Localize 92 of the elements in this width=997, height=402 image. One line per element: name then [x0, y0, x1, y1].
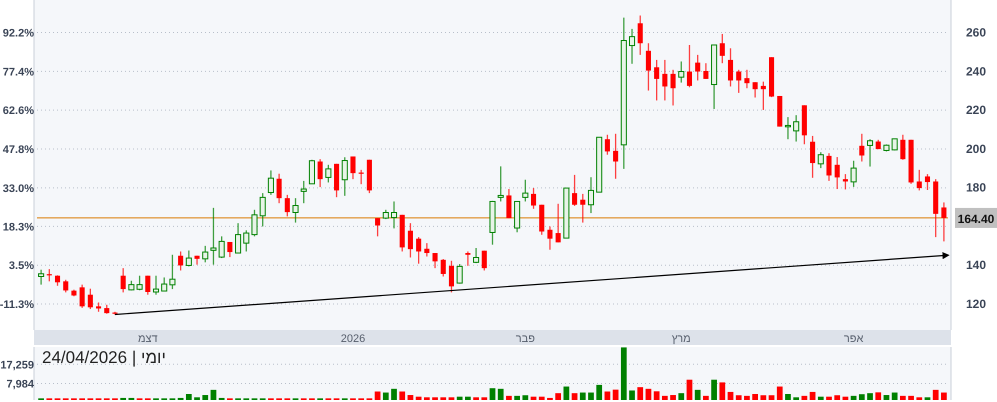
- y2-tick-label: 140: [966, 258, 986, 272]
- y2-tick-label: 200: [966, 142, 986, 156]
- bar: [694, 390, 701, 400]
- bar: [744, 396, 750, 400]
- bar: [842, 396, 848, 400]
- bar: [382, 392, 389, 400]
- bar: [408, 395, 414, 400]
- bar: [596, 384, 602, 400]
- y-tick-label: -11.3%: [0, 299, 34, 312]
- bar: [580, 392, 586, 400]
- bar: [941, 392, 947, 400]
- y-tick-label: 47.8%: [2, 144, 34, 156]
- bar: [728, 392, 734, 400]
- bar: [506, 396, 512, 400]
- bar: [448, 397, 454, 400]
- bar: [924, 397, 930, 400]
- bar: [637, 387, 644, 400]
- bar: [572, 393, 578, 400]
- y2-tick-label: 180: [966, 180, 986, 195]
- bar: [210, 390, 216, 400]
- y-tick-label: 7,984: [6, 378, 35, 390]
- bar: [563, 386, 570, 400]
- bar: [662, 396, 668, 400]
- y-tick-label: 77.4%: [2, 66, 34, 78]
- bar: [391, 388, 397, 400]
- y-tick-label: 92.2%: [2, 28, 34, 40]
- y-tick-label: 3.5%: [8, 260, 34, 272]
- bar: [810, 392, 816, 400]
- y-tick-label: 62.6%: [2, 105, 34, 118]
- bar: [620, 347, 627, 400]
- bar: [432, 397, 438, 400]
- x-tick-label: מרץ: [672, 333, 691, 345]
- bar: [522, 395, 528, 400]
- bar: [465, 396, 471, 400]
- bar: [686, 380, 692, 400]
- bar: [867, 393, 873, 400]
- bar: [785, 394, 791, 400]
- bar: [670, 395, 676, 400]
- bar: [768, 395, 774, 400]
- y-tick-label: 17,259: [0, 359, 34, 372]
- bar: [908, 396, 914, 400]
- bar: [719, 382, 726, 400]
- bar: [416, 396, 422, 400]
- bar: [884, 395, 890, 400]
- bar: [703, 396, 709, 400]
- bar: [850, 396, 856, 400]
- bar: [818, 396, 824, 400]
- bar: [711, 380, 717, 400]
- y2-tick-label: 260: [966, 26, 986, 40]
- ref-line-label: 164.40: [958, 212, 995, 226]
- bar: [875, 392, 882, 400]
- x-tick-label: 2026: [340, 333, 366, 345]
- y2-tick-label: 120: [966, 297, 986, 312]
- bar: [629, 390, 635, 400]
- bar: [473, 397, 479, 400]
- bar: [514, 396, 520, 400]
- bar: [186, 394, 192, 400]
- chart-title: יומי | 24/04/2026: [42, 348, 166, 367]
- bar: [932, 390, 939, 400]
- bar: [900, 396, 906, 400]
- bar: [736, 395, 742, 400]
- y2-tick-label: 240: [966, 64, 986, 78]
- y-tick-label: 33.0%: [2, 182, 34, 195]
- bar: [858, 394, 865, 400]
- bar: [399, 392, 406, 400]
- bar: [604, 392, 610, 400]
- bar: [834, 395, 840, 400]
- bar: [802, 396, 808, 400]
- bar: [654, 391, 660, 400]
- bar: [374, 392, 380, 400]
- bar: [202, 395, 208, 400]
- bar: [892, 392, 898, 400]
- bar: [456, 396, 463, 400]
- bar: [194, 397, 200, 400]
- bar: [752, 394, 758, 400]
- y2-tick-label: 220: [966, 103, 986, 118]
- bar: [678, 393, 684, 400]
- bar: [538, 396, 545, 400]
- bar: [826, 396, 832, 400]
- bar: [646, 388, 652, 400]
- bar: [498, 388, 504, 400]
- y-tick-label: 18.3%: [2, 221, 34, 234]
- bar: [776, 386, 783, 400]
- bar: [555, 393, 562, 400]
- x-tick-label: דצמ: [138, 333, 158, 345]
- bar: [760, 395, 766, 400]
- bar: [490, 388, 496, 400]
- bar: [588, 392, 594, 400]
- x-tick-label: פבר: [516, 333, 536, 345]
- bar: [612, 390, 618, 400]
- bar: [530, 396, 536, 400]
- x-tick-label: אפר: [844, 333, 864, 345]
